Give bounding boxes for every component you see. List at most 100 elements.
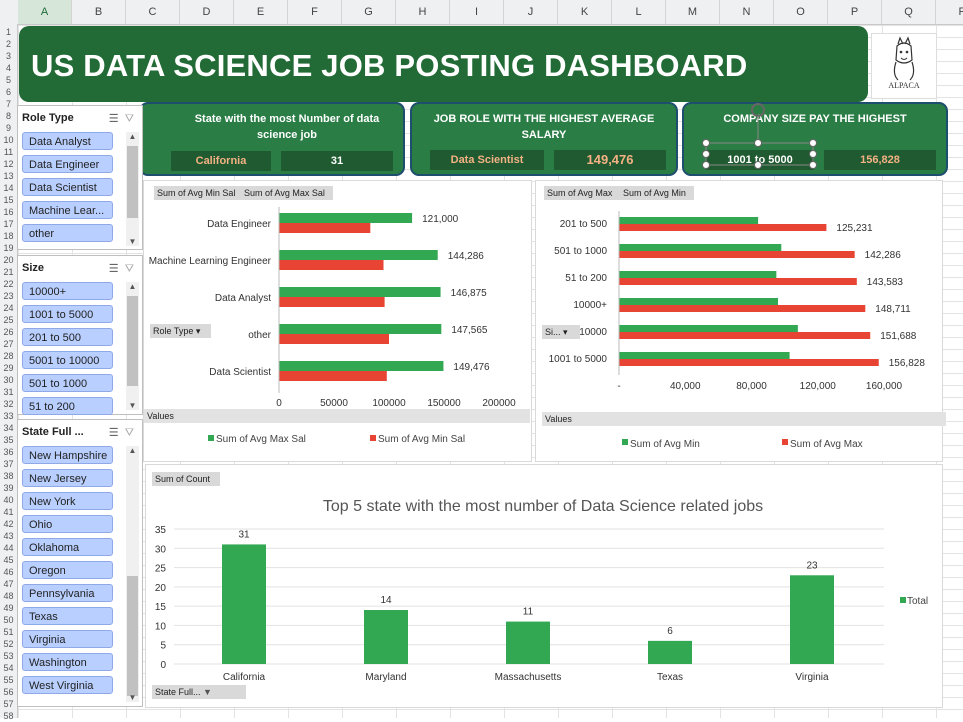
scroll-up-icon[interactable]: ▲ <box>128 282 137 291</box>
row-header-23[interactable]: 23 <box>3 291 14 301</box>
row-header-56[interactable]: 56 <box>3 687 14 697</box>
column-header-e[interactable]: E <box>234 0 288 24</box>
column-header-k[interactable]: K <box>558 0 612 24</box>
axis-field-button-size[interactable]: Si... ▾ <box>542 325 580 339</box>
row-header-6[interactable]: 6 <box>5 87 11 97</box>
column-header-q[interactable]: Q <box>882 0 936 24</box>
size-slicer-item[interactable]: 10000+ <box>22 282 113 300</box>
row-header-13[interactable]: 13 <box>3 171 14 181</box>
values-field-bar[interactable]: Values <box>542 412 946 426</box>
column-header-o[interactable]: O <box>774 0 828 24</box>
row-header-17[interactable]: 17 <box>3 219 14 229</box>
row-header-48[interactable]: 48 <box>3 591 14 601</box>
field-button-avg-min[interactable]: Sum of Avg Min <box>620 186 694 200</box>
field-button-max-sal[interactable]: Sum of Avg Max Sal <box>241 186 333 200</box>
axis-field-button-state[interactable]: State Full... ▼ <box>152 685 246 699</box>
state-slicer-item[interactable]: Texas <box>22 607 113 625</box>
column-header-f[interactable]: F <box>288 0 342 24</box>
scroll-down-icon[interactable]: ▼ <box>128 693 137 702</box>
row-header-8[interactable]: 8 <box>5 111 11 121</box>
role-slicer-item[interactable]: Data Scientist <box>22 178 113 196</box>
size-slicer-item[interactable]: 201 to 500 <box>22 328 113 346</box>
scroll-down-icon[interactable]: ▼ <box>128 237 137 246</box>
column-header-m[interactable]: M <box>666 0 720 24</box>
row-header-25[interactable]: 25 <box>3 315 14 325</box>
clear-filter-icon[interactable]: ⛛ <box>124 263 134 275</box>
state-slicer-scrollbar[interactable]: ▲ ▼ <box>126 446 139 702</box>
values-field-bar[interactable]: Values <box>144 409 530 423</box>
state-slicer-item[interactable]: West Virginia <box>22 676 113 694</box>
row-header-52[interactable]: 52 <box>3 639 14 649</box>
size-slicer-item[interactable]: 5001 to 10000 <box>22 351 113 369</box>
row-header-9[interactable]: 9 <box>5 123 11 133</box>
size-slicer-item[interactable]: 501 to 1000 <box>22 374 113 392</box>
state-slicer-item[interactable]: New Hampshire <box>22 446 113 464</box>
row-header-12[interactable]: 12 <box>3 159 14 169</box>
size-slicer-item[interactable]: 1001 to 5000 <box>22 305 113 323</box>
row-header-18[interactable]: 18 <box>3 231 14 241</box>
row-header-29[interactable]: 29 <box>3 363 14 373</box>
field-button-sum-count[interactable]: Sum of Count <box>152 472 220 486</box>
scroll-down-icon[interactable]: ▼ <box>128 401 137 410</box>
row-header-51[interactable]: 51 <box>3 627 14 637</box>
size-slicer-scrollbar[interactable]: ▲ ▼ <box>126 282 139 410</box>
role-slicer-item[interactable]: Machine Lear... <box>22 201 113 219</box>
state-slicer[interactable]: State Full ... ☰ ⛛ ▲ ▼ New Hampshire New … <box>17 419 143 707</box>
multi-select-icon[interactable]: ☰ <box>108 113 119 125</box>
column-header-r[interactable]: R <box>936 0 963 24</box>
state-slicer-item[interactable]: Oklahoma <box>22 538 113 556</box>
row-header-26[interactable]: 26 <box>3 327 14 337</box>
company-size-chart[interactable]: Sum of Avg Max Sum of Avg Min Si... ▾ Va… <box>535 180 946 462</box>
column-header-j[interactable]: J <box>504 0 558 24</box>
row-header-24[interactable]: 24 <box>3 303 14 313</box>
row-header-47[interactable]: 47 <box>3 579 14 589</box>
row-header-14[interactable]: 14 <box>3 183 14 193</box>
axis-field-button-role-type[interactable]: Role Type ▾ <box>150 324 211 338</box>
state-slicer-item[interactable]: New York <box>22 492 113 510</box>
role-type-slicer[interactable]: Role Type ☰ ⛛ ▲ ▼ Data Analyst Data Engin… <box>17 105 143 250</box>
kpi-top-role-card[interactable]: JOB ROLE WITH THE HIGHEST AVERAGE SALARY… <box>410 102 678 176</box>
row-header-38[interactable]: 38 <box>3 471 14 481</box>
row-header-21[interactable]: 21 <box>3 267 14 277</box>
size-slicer-item[interactable]: 51 to 200 <box>22 397 113 415</box>
field-button-min-sal[interactable]: Sum of Avg Min Sal <box>154 186 242 200</box>
row-header-10[interactable]: 10 <box>3 135 14 145</box>
state-slicer-item[interactable]: New Jersey <box>22 469 113 487</box>
column-header-d[interactable]: D <box>180 0 234 24</box>
clear-filter-icon[interactable]: ⛛ <box>124 427 134 439</box>
clear-filter-icon[interactable]: ⛛ <box>124 113 134 125</box>
row-header-41[interactable]: 41 <box>3 507 14 517</box>
row-header-22[interactable]: 22 <box>3 279 14 289</box>
column-header-h[interactable]: H <box>396 0 450 24</box>
row-header-7[interactable]: 7 <box>5 99 11 109</box>
column-header-l[interactable]: L <box>612 0 666 24</box>
row-header-53[interactable]: 53 <box>3 651 14 661</box>
row-header-35[interactable]: 35 <box>3 435 14 445</box>
row-header-5[interactable]: 5 <box>5 75 11 85</box>
row-header-42[interactable]: 42 <box>3 519 14 529</box>
row-header-32[interactable]: 32 <box>3 399 14 409</box>
scroll-up-icon[interactable]: ▲ <box>128 132 137 141</box>
row-header-58[interactable]: 58 <box>3 711 14 721</box>
row-header-54[interactable]: 54 <box>3 663 14 673</box>
row-header-46[interactable]: 46 <box>3 567 14 577</box>
row-header-28[interactable]: 28 <box>3 351 14 361</box>
state-slicer-item[interactable]: Washington <box>22 653 113 671</box>
column-header-b[interactable]: B <box>72 0 126 24</box>
shape-selection-handles[interactable] <box>694 100 830 172</box>
top-states-chart[interactable]: Sum of Count State Full... ▼ Top 5 state… <box>145 464 943 708</box>
row-header-40[interactable]: 40 <box>3 495 14 505</box>
row-header-16[interactable]: 16 <box>3 207 14 217</box>
row-header-44[interactable]: 44 <box>3 543 14 553</box>
state-slicer-item[interactable]: Ohio <box>22 515 113 533</box>
row-header-36[interactable]: 36 <box>3 447 14 457</box>
kpi-top-state-card[interactable]: State with the most Number of data scien… <box>139 102 405 176</box>
row-header-11[interactable]: 11 <box>3 147 14 157</box>
field-button-avg-max[interactable]: Sum of Avg Max <box>544 186 622 200</box>
row-header-33[interactable]: 33 <box>3 411 14 421</box>
alpaca-logo[interactable]: ALPACA <box>871 33 937 99</box>
row-header-57[interactable]: 57 <box>3 699 14 709</box>
column-header-g[interactable]: G <box>342 0 396 24</box>
role-slicer-item[interactable]: other <box>22 224 113 242</box>
role-slicer-scrollbar[interactable]: ▲ ▼ <box>126 132 139 246</box>
